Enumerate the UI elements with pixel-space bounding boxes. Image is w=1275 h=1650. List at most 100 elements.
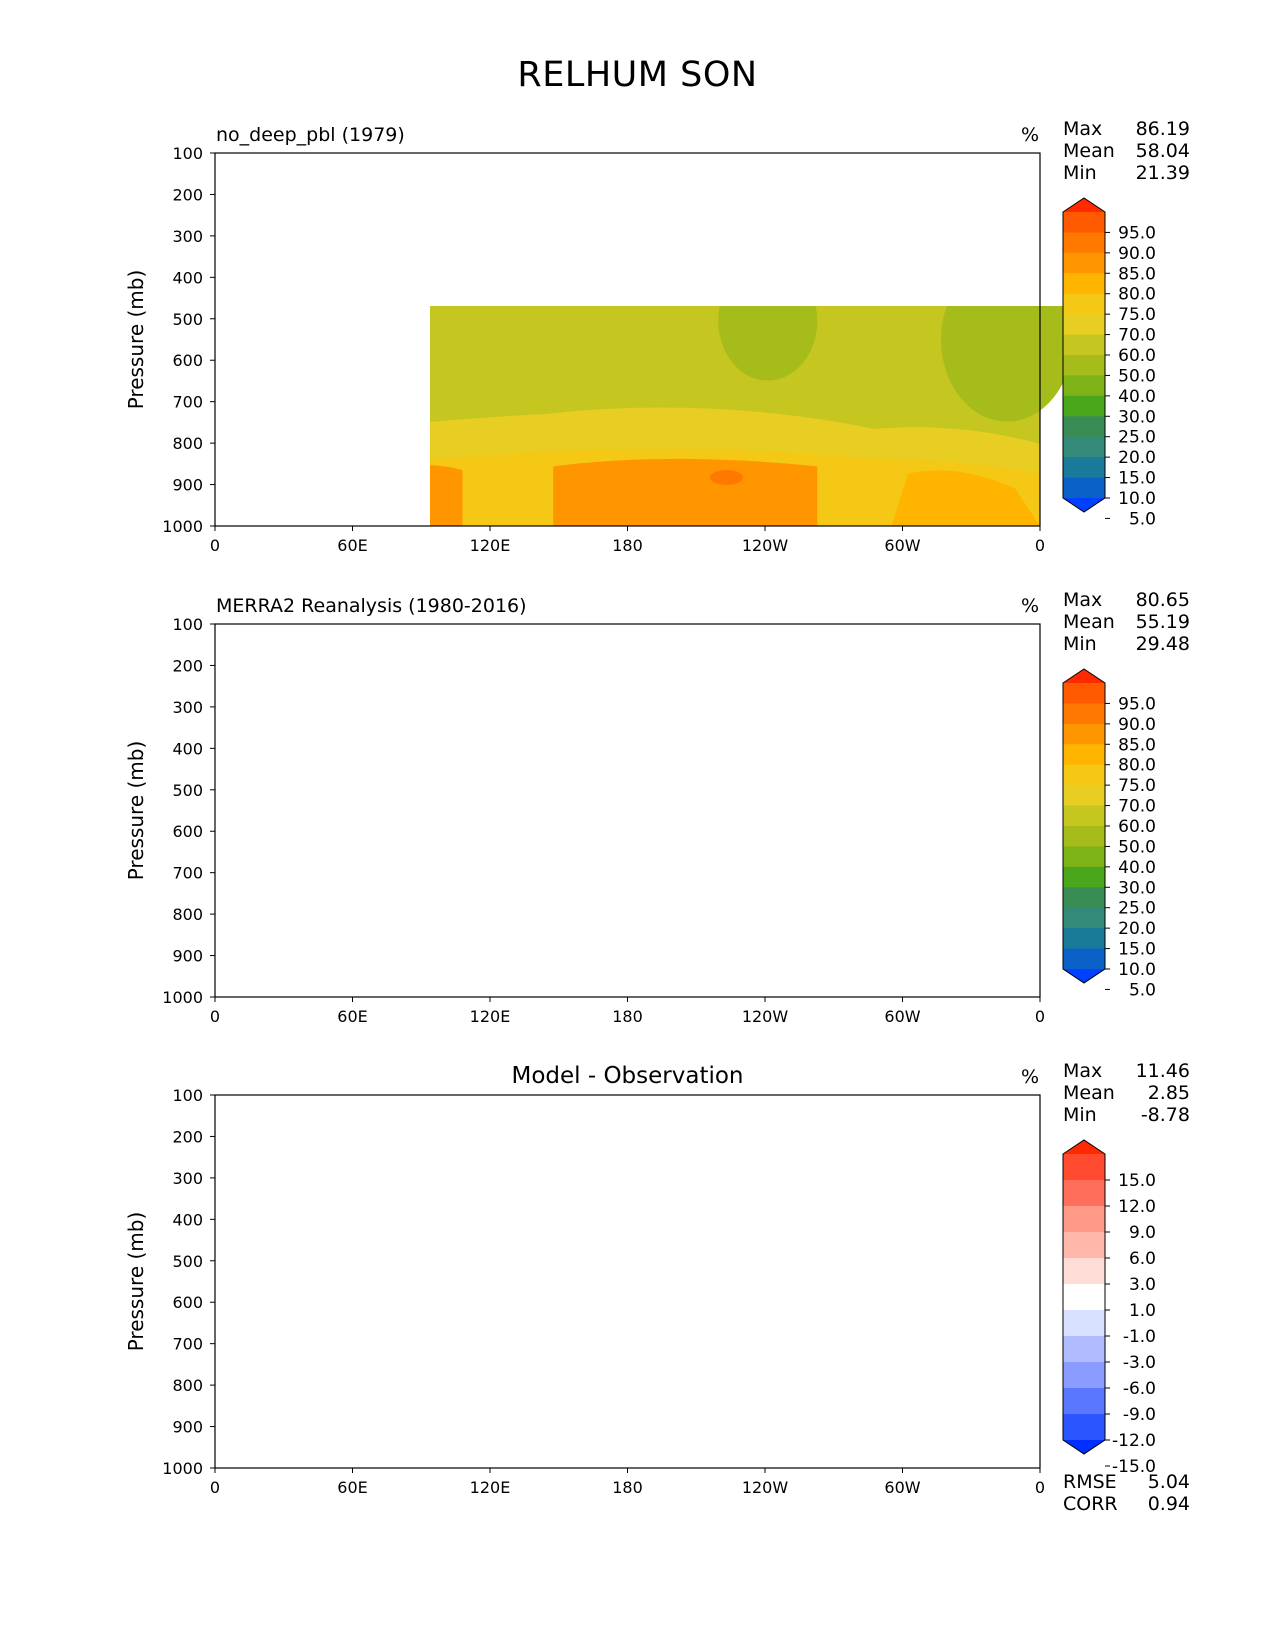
colorbar-swatch-obs bbox=[1063, 785, 1105, 807]
contour-region-diff bbox=[322, 1237, 388, 1386]
colorbar-label-obs: 40.0 bbox=[1118, 858, 1156, 878]
colorbar-label-obs: 25.0 bbox=[1118, 899, 1156, 919]
colorbar-label-obs: 90.0 bbox=[1118, 715, 1156, 735]
contour-region-model bbox=[421, 175, 504, 279]
x-tick-label-model: 0 bbox=[210, 536, 220, 555]
colorbar-label-obs: 70.0 bbox=[1118, 797, 1156, 817]
colorbar-obs: 95.090.085.080.075.070.060.050.040.030.0… bbox=[1062, 668, 1156, 1000]
colorbar-label-diff: 3.0 bbox=[1129, 1275, 1156, 1295]
colorbar-label-obs: 95.0 bbox=[1118, 694, 1156, 714]
colorbar-swatch-model bbox=[1063, 273, 1105, 295]
y-tick-label-model: 400 bbox=[172, 268, 203, 287]
contour-region-obs bbox=[215, 624, 1040, 997]
stat-value-diff: -8.78 bbox=[1141, 1104, 1190, 1126]
contour-region-diff bbox=[537, 1114, 636, 1151]
contour-region-diff bbox=[265, 1199, 463, 1423]
units-label-diff: % bbox=[1021, 1066, 1039, 1088]
stat-value-obs: 80.65 bbox=[1136, 589, 1190, 611]
colorbar-swatch-model bbox=[1063, 252, 1105, 274]
contour-region-diff bbox=[215, 1188, 1040, 1263]
contour-region-diff bbox=[578, 1270, 809, 1389]
colorbar-label-model: 75.0 bbox=[1118, 305, 1156, 325]
y-tick-label-diff: 700 bbox=[172, 1335, 203, 1354]
contour-region-obs bbox=[215, 941, 1040, 997]
colorbar-label-model: 10.0 bbox=[1118, 489, 1156, 509]
colorbar-swatch-diff bbox=[1063, 1206, 1105, 1233]
y-tick-label-model: 200 bbox=[172, 185, 203, 204]
colorbar-swatch-diff bbox=[1063, 1232, 1105, 1259]
colorbar-swatch-diff bbox=[1063, 1414, 1105, 1441]
colorbar-swatch-model bbox=[1063, 498, 1105, 512]
panel-title-obs: MERRA2 Reanalysis (1980-2016) bbox=[216, 595, 527, 617]
x-tick-label-obs: 180 bbox=[612, 1007, 643, 1026]
x-tick-label-obs: 0 bbox=[210, 1007, 220, 1026]
contour-region-model bbox=[215, 153, 1040, 194]
colorbar-label-obs: 60.0 bbox=[1118, 817, 1156, 837]
colorbar-label-diff: 1.0 bbox=[1129, 1301, 1156, 1321]
colorbar-swatch-model bbox=[1063, 477, 1105, 499]
y-tick-label-diff: 800 bbox=[172, 1376, 203, 1395]
x-tick-label-model: 0 bbox=[1035, 536, 1045, 555]
x-tick-label-diff: 0 bbox=[1035, 1478, 1045, 1497]
y-axis-label-obs: Pressure (mb) bbox=[124, 741, 148, 881]
figure-title: RELHUM SON bbox=[517, 55, 758, 95]
colorbar-label-model: 5.0 bbox=[1129, 509, 1156, 529]
colorbar-swatch-obs bbox=[1063, 669, 1105, 683]
colorbar-swatch-obs bbox=[1063, 907, 1105, 929]
colorbar-label-diff: -15.0 bbox=[1112, 1457, 1156, 1477]
x-tick-label-obs: 0 bbox=[1035, 1007, 1045, 1026]
colorbar-label-model: 20.0 bbox=[1118, 448, 1156, 468]
x-tick-label-model: 60W bbox=[884, 536, 920, 555]
colorbar-label-model: 50.0 bbox=[1118, 366, 1156, 386]
y-tick-label-model: 1000 bbox=[162, 517, 203, 536]
colorbar-swatch-model bbox=[1063, 395, 1105, 417]
y-tick-label-obs: 900 bbox=[172, 947, 203, 966]
x-tick-label-diff: 60W bbox=[884, 1478, 920, 1497]
colorbar-label-model: 15.0 bbox=[1118, 469, 1156, 489]
colorbar-swatch-obs bbox=[1063, 764, 1105, 786]
contour-region-model bbox=[273, 216, 356, 425]
contour-region-obs bbox=[710, 762, 793, 852]
colorbar-label-diff: 9.0 bbox=[1129, 1223, 1156, 1243]
y-tick-label-obs: 600 bbox=[172, 822, 203, 841]
colorbar-swatch-obs bbox=[1063, 969, 1105, 983]
y-axis-label-model: Pressure (mb) bbox=[124, 270, 148, 410]
plot-frame-obs bbox=[214, 623, 1041, 998]
y-tick-label-model: 600 bbox=[172, 351, 203, 370]
x-tick-label-model: 120E bbox=[470, 536, 511, 555]
colorbar-swatch-obs bbox=[1063, 887, 1105, 909]
colorbar-label-model: 30.0 bbox=[1118, 407, 1156, 427]
colorbar-swatch-diff bbox=[1063, 1336, 1105, 1363]
y-tick-label-diff: 300 bbox=[172, 1169, 203, 1188]
x-tick-label-model: 60E bbox=[337, 536, 367, 555]
contour-region-diff bbox=[405, 1114, 570, 1151]
colorbar-swatch-diff bbox=[1063, 1140, 1105, 1154]
colorbar-label-obs: 20.0 bbox=[1118, 919, 1156, 939]
contour-region-obs bbox=[933, 941, 1040, 997]
x-tick-label-diff: 60E bbox=[337, 1478, 367, 1497]
x-tick-label-model: 180 bbox=[612, 536, 643, 555]
x-tick-label-diff: 120W bbox=[742, 1478, 789, 1497]
contour-region-obs bbox=[553, 939, 759, 997]
x-tick-label-obs: 60W bbox=[884, 1007, 920, 1026]
colorbar-label-obs: 50.0 bbox=[1118, 837, 1156, 857]
colorbar-swatch-diff bbox=[1063, 1284, 1105, 1311]
contour-region-diff bbox=[215, 1412, 314, 1468]
colorbar-swatch-obs bbox=[1063, 703, 1105, 725]
contour-region-obs bbox=[215, 669, 1040, 699]
colorbar-swatch-model bbox=[1063, 314, 1105, 336]
colorbar-swatch-obs bbox=[1063, 723, 1105, 745]
contour-region-model bbox=[553, 458, 818, 526]
y-tick-label-obs: 800 bbox=[172, 905, 203, 924]
contour-region-model bbox=[710, 470, 743, 485]
contour-field-diff bbox=[215, 1095, 1065, 1468]
colorbar-swatch-model bbox=[1063, 293, 1105, 315]
contour-region-diff bbox=[215, 1095, 1040, 1157]
plot-frame-diff bbox=[214, 1094, 1041, 1469]
colorbar-swatch-model bbox=[1063, 457, 1105, 479]
contour-region-model bbox=[215, 194, 1040, 220]
colorbar-label-diff: -9.0 bbox=[1123, 1405, 1156, 1425]
y-tick-label-diff: 1000 bbox=[162, 1459, 203, 1478]
contour-region-obs bbox=[215, 624, 1040, 669]
x-tick-label-obs: 120E bbox=[470, 1007, 511, 1026]
